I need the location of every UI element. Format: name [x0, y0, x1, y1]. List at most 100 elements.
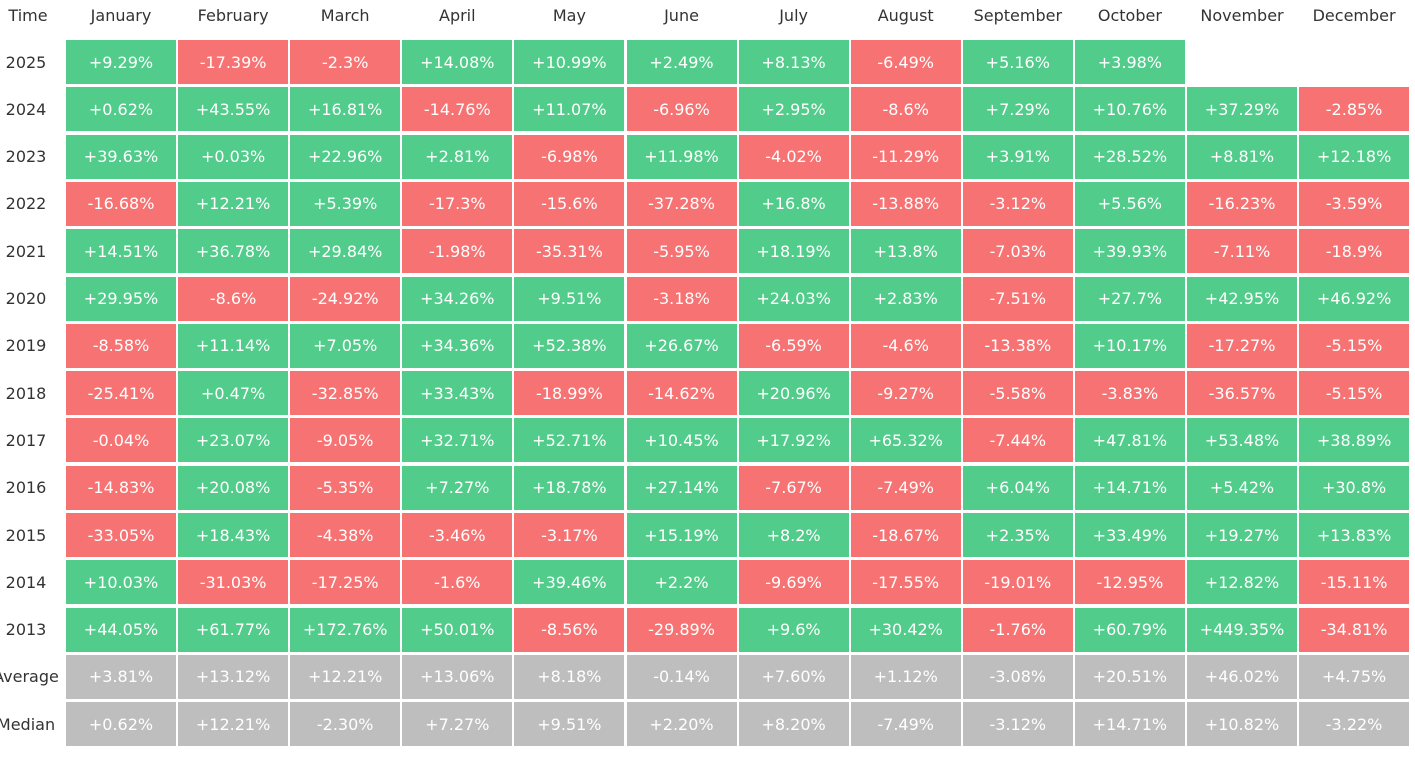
return-cell: -32.85%	[290, 371, 401, 416]
return-cell: +17.92%	[738, 418, 849, 463]
return-cell: +37.29%	[1187, 87, 1297, 132]
return-cell: +29.95%	[66, 276, 176, 321]
summary-cell: +46.02%	[1187, 654, 1297, 699]
return-cell: -15.6%	[514, 181, 625, 226]
return-cell: +19.27%	[1187, 513, 1297, 557]
return-cell: -14.83%	[66, 465, 176, 510]
row-label: 2014	[5, 572, 47, 592]
return-cell: -3.18%	[626, 276, 737, 321]
return-cell: -1.6%	[402, 560, 513, 605]
row-label: 2017	[5, 430, 47, 450]
summary-cell: +13.06%	[402, 654, 513, 699]
header-cell: January	[90, 5, 152, 25]
header-cell: July	[779, 5, 808, 25]
return-cell: -17.3%	[402, 181, 513, 226]
row-label: 2016	[5, 478, 47, 498]
return-cell: +12.18%	[1299, 134, 1410, 179]
return-cell: +9.6%	[738, 607, 849, 652]
return-cell: +43.55%	[178, 87, 289, 132]
return-cell: +18.78%	[514, 465, 625, 510]
header-cell: February	[197, 5, 269, 25]
return-cell: -33.05%	[66, 513, 176, 557]
return-cell: +13.83%	[1299, 513, 1410, 557]
return-cell: +60.79%	[1074, 607, 1185, 652]
return-cell: -6.49%	[850, 40, 961, 84]
return-cell: +10.17%	[1074, 323, 1185, 368]
summary-cell: +3.81%	[66, 654, 176, 699]
return-cell: +23.07%	[178, 418, 289, 463]
row-label: 2022	[5, 194, 47, 214]
row-label: Median	[0, 714, 56, 734]
return-cell: +15.19%	[626, 513, 737, 557]
row-label: 2015	[5, 525, 47, 545]
return-cell: +29.84%	[290, 229, 401, 274]
return-cell: +47.81%	[1074, 418, 1185, 463]
return-cell: -3.12%	[962, 181, 1073, 226]
summary-cell: -7.49%	[850, 702, 961, 747]
return-cell: -7.03%	[962, 229, 1073, 274]
summary-cell: +4.75%	[1299, 654, 1410, 699]
return-cell: -3.46%	[402, 513, 513, 557]
return-cell: +42.95%	[1187, 276, 1297, 321]
return-cell: +46.92%	[1299, 276, 1410, 321]
row-label: 2013	[5, 620, 47, 640]
return-cell: -17.39%	[178, 40, 289, 84]
return-cell: +5.16%	[962, 40, 1073, 84]
return-cell: -5.15%	[1299, 323, 1410, 368]
header-cell: June	[664, 5, 699, 25]
return-cell: +50.01%	[402, 607, 513, 652]
summary-cell: +10.82%	[1187, 702, 1297, 747]
header-cell: May	[552, 5, 586, 25]
summary-cell: +8.20%	[738, 702, 849, 747]
return-cell: +36.78%	[178, 229, 289, 274]
return-cell: -8.6%	[178, 276, 289, 321]
summary-cell: -3.22%	[1299, 702, 1410, 747]
return-cell: +2.49%	[626, 40, 737, 84]
return-cell: +39.93%	[1074, 229, 1185, 274]
return-cell: +52.38%	[514, 323, 625, 368]
return-cell: +28.52%	[1074, 134, 1185, 179]
return-cell: -1.76%	[962, 607, 1073, 652]
return-cell: +10.45%	[626, 418, 737, 463]
return-cell: +16.8%	[738, 181, 849, 226]
summary-cell: +9.51%	[514, 702, 625, 747]
summary-cell: +12.21%	[290, 654, 401, 699]
summary-cell: -3.08%	[962, 654, 1073, 699]
return-cell: +8.2%	[738, 513, 849, 557]
summary-cell: -0.14%	[626, 654, 737, 699]
return-cell: -4.6%	[850, 323, 961, 368]
return-cell: -17.25%	[290, 560, 401, 605]
return-cell: +0.47%	[178, 371, 289, 416]
return-cell: +53.48%	[1187, 418, 1297, 463]
return-cell: +18.43%	[178, 513, 289, 557]
row-label: 2019	[5, 336, 47, 356]
return-cell: -5.15%	[1299, 371, 1410, 416]
return-cell: -18.67%	[850, 513, 961, 557]
return-cell: -14.62%	[626, 371, 737, 416]
return-cell: +61.77%	[178, 607, 289, 652]
return-cell: +2.83%	[850, 276, 961, 321]
return-cell: -13.88%	[850, 181, 961, 226]
row-label: 2020	[5, 289, 47, 308]
summary-cell: +20.51%	[1074, 654, 1185, 699]
summary-cell: +13.12%	[178, 654, 289, 699]
return-cell: -12.95%	[1074, 560, 1185, 605]
return-cell: +34.36%	[402, 323, 513, 368]
return-cell: +172.76%	[290, 607, 401, 652]
header-cell: December	[1312, 5, 1396, 25]
summary-cell: +2.20%	[626, 702, 737, 747]
header-cell: August	[877, 5, 934, 25]
return-cell: -9.05%	[290, 418, 401, 463]
return-cell: +10.99%	[514, 40, 625, 84]
return-cell: +38.89%	[1299, 418, 1410, 463]
summary-cell: +7.27%	[402, 702, 513, 747]
return-cell: +30.42%	[850, 607, 961, 652]
return-cell: -3.59%	[1299, 181, 1410, 226]
return-cell: +9.51%	[514, 276, 625, 321]
summary-cell: +12.21%	[178, 702, 289, 747]
header-cell: March	[320, 5, 370, 25]
return-cell: +14.08%	[402, 40, 513, 84]
return-cell: -2.85%	[1299, 87, 1410, 132]
return-cell: +10.76%	[1074, 87, 1185, 132]
return-cell: +27.14%	[626, 465, 737, 510]
